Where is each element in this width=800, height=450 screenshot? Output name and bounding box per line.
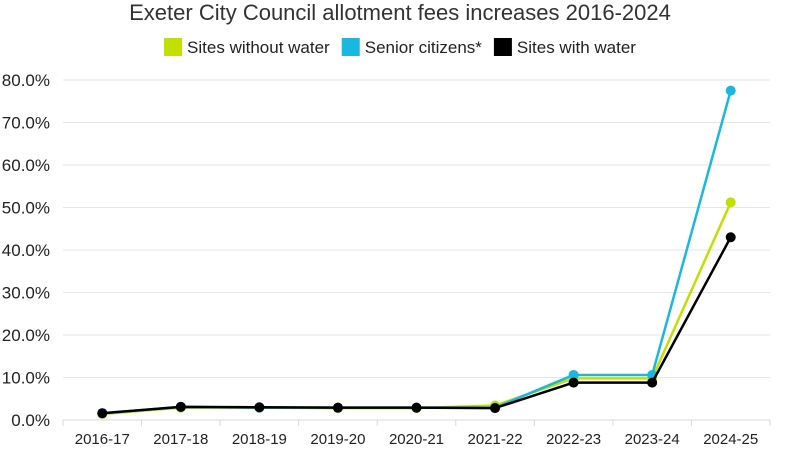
x-tick-label: 2017-18: [153, 431, 208, 448]
data-point-sites-without-water: [725, 197, 736, 208]
x-tick-label: 2019-20: [310, 431, 365, 448]
x-tick-label: 2022-23: [546, 431, 601, 448]
y-tick-label: 70.0%: [2, 114, 50, 133]
y-tick-label: 0.0%: [11, 411, 50, 430]
legend-swatch-sites-with-water: [493, 38, 512, 56]
data-point-sites-with-water: [332, 402, 343, 413]
data-point-sites-with-water: [568, 377, 579, 388]
data-point-sites-with-water: [254, 402, 265, 413]
legend-swatch-sites-without-water: [164, 38, 183, 56]
data-point-senior-citizens: [725, 85, 736, 96]
data-point-senior-citizens: [568, 369, 579, 380]
data-point-sites-with-water: [97, 408, 108, 419]
y-tick-label: 40.0%: [2, 241, 50, 260]
y-tick-label: 80.0%: [2, 71, 50, 90]
series-line-sites-with-water: [102, 236, 732, 415]
data-point-sites-with-water: [411, 402, 422, 413]
series-line-senior-citizens: [102, 90, 732, 415]
y-tick-label: 30.0%: [2, 284, 50, 303]
series-group: [97, 85, 736, 420]
data-point-sites-with-water: [175, 401, 186, 412]
x-tick-label: 2018-19: [232, 431, 287, 448]
y-tick-label: 50.0%: [2, 199, 50, 218]
x-tick-label: 2016-17: [75, 431, 130, 448]
grid-lines: [63, 79, 770, 421]
x-tick-label: 2020-21: [389, 431, 444, 448]
legend-swatch-senior-citizens: [341, 38, 360, 56]
x-axis: 2016-17 2017-18 2018-19 2019-20 2020-21 2021-…: [62, 420, 771, 448]
data-point-sites-with-water: [490, 403, 501, 414]
x-tick-label: 2024-25: [703, 431, 758, 448]
legend: Sites without water Senior citizens* Sites…: [164, 38, 636, 57]
y-tick-label: 60.0%: [2, 156, 50, 175]
legend-label-sites-without-water: Sites without water: [187, 38, 330, 57]
x-tick-label: 2021-22: [468, 431, 523, 448]
x-tick-label: 2023-24: [625, 431, 680, 448]
y-tick-label: 10.0%: [2, 369, 50, 388]
y-axis: 0.0% 10.0% 20.0% 30.0% 40.0% 50.0% 60.0% 70.0% 8…: [2, 71, 50, 430]
chart-title: Exeter City Council allotment fees incre…: [129, 0, 671, 25]
data-point-sites-with-water: [647, 377, 658, 388]
legend-label-sites-with-water: Sites with water: [517, 38, 636, 57]
legend-label-senior-citizens: Senior citizens*: [365, 38, 483, 57]
data-point-sites-with-water: [725, 232, 736, 243]
y-tick-label: 20.0%: [2, 326, 50, 345]
